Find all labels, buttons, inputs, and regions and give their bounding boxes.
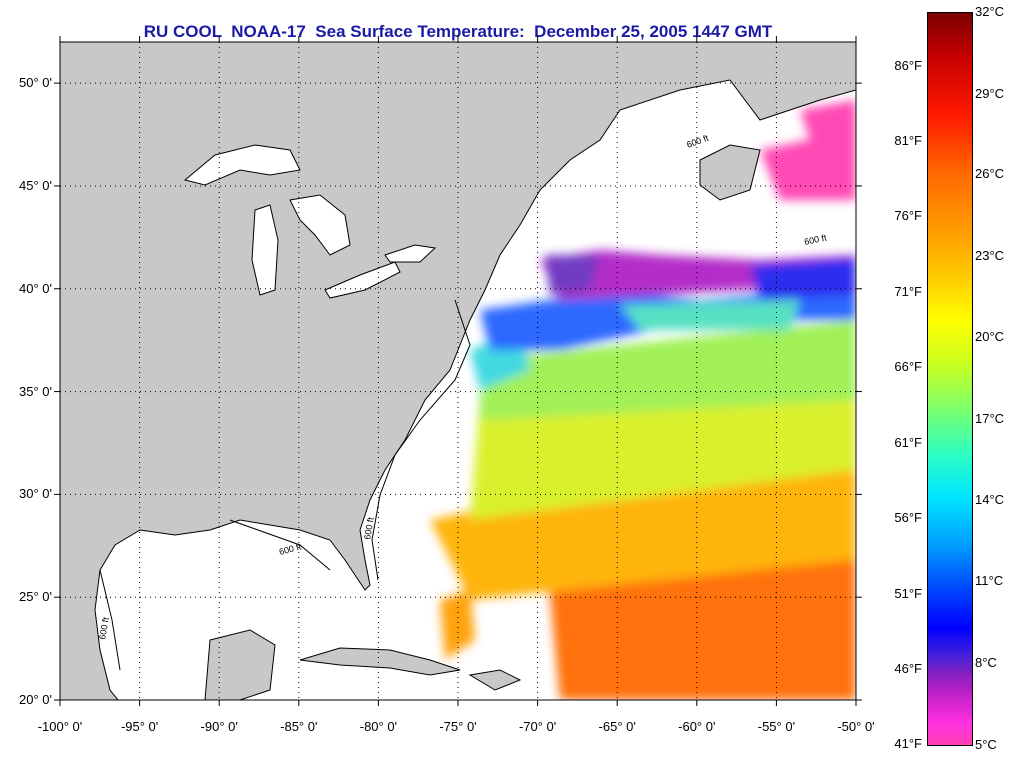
celsius-label: 17°C: [975, 411, 1005, 426]
latitude-label: 35° 0': [19, 383, 52, 399]
temperature-colorbar: [927, 12, 973, 746]
longitude-label: -75° 0': [439, 719, 477, 734]
isobath-label-east: 600 ft: [803, 232, 828, 247]
fahrenheit-label: 81°F: [894, 133, 922, 148]
latitude-label: 20° 0': [19, 692, 52, 707]
north-america-land: [60, 42, 856, 700]
fahrenheit-label: 41°F: [894, 736, 922, 751]
isobath-600ft-line: [99, 299, 471, 671]
land-masses: [60, 42, 856, 700]
longitude-label: -55° 0': [757, 719, 796, 734]
lake-erie: [324, 261, 401, 299]
celsius-label: 14°C: [975, 492, 1005, 507]
longitude-label: -70° 0': [518, 719, 557, 734]
fahrenheit-label: 56°F: [894, 510, 922, 525]
celsius-label: 5°C: [975, 737, 997, 752]
longitude-label: -50° 0': [837, 719, 875, 734]
latitude-label: 40° 0': [19, 280, 52, 296]
fahrenheit-label: 76°F: [894, 208, 922, 223]
celsius-label: 8°C: [975, 655, 997, 670]
fahrenheit-label: 46°F: [894, 661, 922, 676]
longitude-label: -100° 0': [37, 719, 83, 734]
isobath-label-west-gulf: 600 ft: [97, 616, 111, 640]
lake-huron: [289, 194, 351, 256]
longitude-label: -95° 0': [120, 719, 159, 734]
fahrenheit-label: 51°F: [894, 586, 922, 601]
fahrenheit-label: 71°F: [894, 284, 922, 299]
celsius-label: 20°C: [975, 329, 1005, 344]
map-title: RU COOL NOAA-17 Sea Surface Temperature:…: [143, 22, 773, 41]
cuba-island: [299, 647, 461, 676]
longitude-label: -60° 0': [678, 719, 716, 734]
latitude-label: 45° 0': [19, 177, 52, 193]
fahrenheit-label: 66°F: [894, 359, 922, 374]
longitude-label: -80° 0': [359, 719, 398, 734]
celsius-label: 23°C: [975, 248, 1005, 263]
sst-imagery: [430, 100, 856, 700]
lake-superior: [183, 144, 301, 186]
latitude-label: 25° 0': [19, 589, 52, 605]
lake-ontario: [384, 244, 437, 263]
yucatan-land: [204, 629, 276, 700]
axis-ticks: [54, 36, 862, 706]
celsius-label: 32°C: [975, 4, 1005, 19]
latitude-label: 50° 0': [19, 75, 52, 91]
celsius-label: 11°C: [975, 573, 1004, 588]
longitude-label: -65° 0': [598, 719, 636, 734]
great-lakes: [183, 144, 437, 299]
celsius-label: 26°C: [975, 166, 1005, 181]
latitude-label: 30° 0': [19, 486, 52, 502]
fahrenheit-label: 61°F: [894, 435, 922, 450]
isobath-label-atlantic: 600 ft: [362, 516, 376, 540]
lake-michigan: [251, 204, 279, 296]
celsius-label: 29°C: [975, 86, 1005, 101]
longitude-label: -90° 0': [200, 719, 238, 734]
fahrenheit-label: 86°F: [894, 58, 922, 73]
hispaniola-island: [468, 669, 522, 691]
longitude-label: -85° 0': [280, 719, 318, 734]
